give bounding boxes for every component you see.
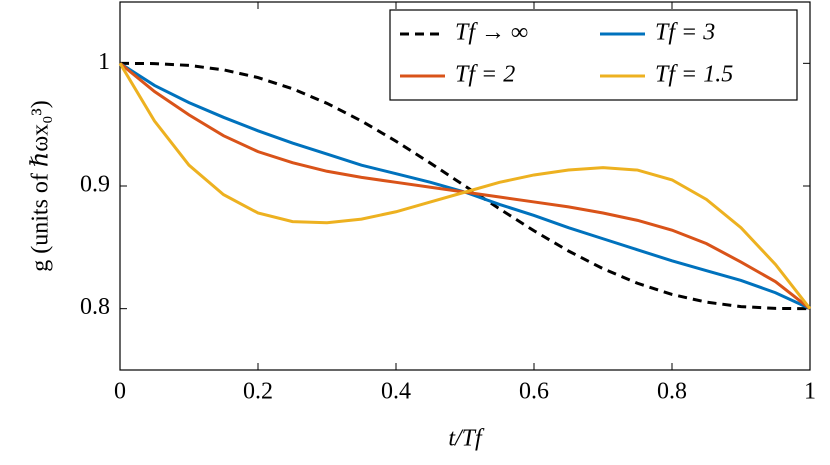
x-tick-label: 0.6 (519, 379, 549, 405)
x-tick-label: 1 (804, 379, 816, 405)
y-tick-label: 0.8 (80, 294, 110, 320)
series-line (119, 61, 811, 311)
legend-box (389, 9, 798, 101)
y-tick-label: 1 (98, 49, 110, 75)
legend-label: Tf = 3 (655, 20, 715, 46)
x-tick-label: 0.8 (657, 379, 687, 405)
y-tick-label: 0.9 (80, 172, 110, 198)
x-tick-label: 0 (114, 379, 126, 405)
x-tick-label: 0.4 (381, 379, 411, 405)
legend-label: Tf = 2 (455, 62, 515, 88)
legend-label: Tf = 1.5 (655, 62, 733, 88)
x-tick-label: 0.2 (243, 379, 273, 405)
series-line (118, 62, 812, 310)
x-axis-label: t/Tf (448, 426, 485, 452)
y-axis-label: g (units of ℏωx₀³) (28, 100, 54, 271)
legend-label: Tf → ∞ (455, 20, 528, 46)
